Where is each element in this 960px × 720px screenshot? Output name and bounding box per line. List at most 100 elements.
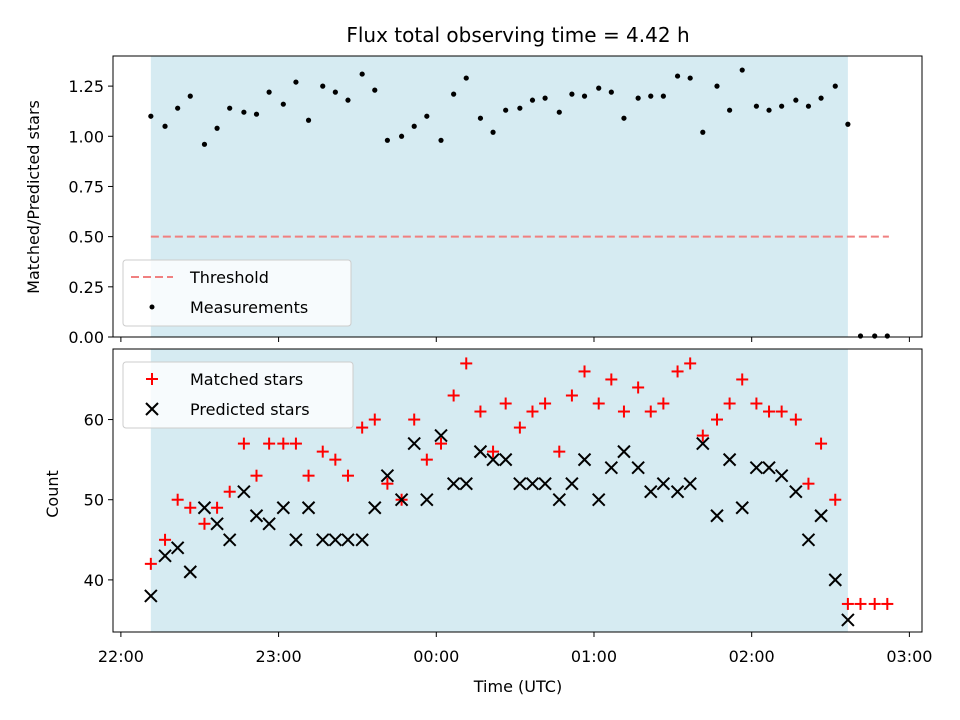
predicted-star-point [158,549,172,563]
matched-star-point [841,597,854,610]
predicted-star-point [828,573,842,587]
top-y-tick-label: 1.00 [68,127,104,146]
predicted-star-point [670,484,685,499]
measurement-point [542,95,548,101]
measurement-point [148,113,154,119]
predicted-star-point [696,436,710,451]
predicted-legend-label: Predicted stars [190,400,310,419]
measurement-point [753,103,760,109]
measurement-point [884,333,890,339]
predicted-star-point [710,509,724,523]
bottom-y-axis: 40 50 60 [84,411,113,590]
measurement-point [832,83,838,89]
matched-star-point [316,445,329,458]
bottom-y-tick-label: 50 [84,491,104,510]
predicted-star-point [144,589,158,603]
predicted-star-point [789,484,803,499]
top-legend-box [122,259,352,327]
measurement-point [700,129,706,135]
bottom-legend-box [122,361,354,429]
predicted-legend-icon [145,402,159,416]
x-tick-label: 01:00 [571,647,617,666]
matched-star-point [302,469,315,482]
top-legend: Threshold Measurements [122,259,352,327]
measurement-point [569,91,575,97]
predicted-star-point [774,468,789,483]
top-y-tick-label: 0.75 [68,177,104,196]
measurement-point [162,123,168,129]
top-x-axis-ticks [120,337,910,342]
matched-star-point [356,421,369,434]
matched-star-point [684,357,697,370]
threshold-legend-label: Threshold [189,268,269,287]
predicted-star-point [473,444,488,459]
x-tick-label: 03:00 [886,647,932,666]
measurement-point [621,115,627,121]
matched-star-point [657,397,670,410]
matched-star-point [750,397,763,410]
predicted-star-point [577,452,592,467]
measurement-point [253,111,260,117]
matched-star-point [632,381,645,394]
predicted-star-point [841,613,855,627]
measurement-point [398,133,405,139]
predicted-star-point [222,533,237,547]
measurement-point [635,95,641,101]
matched-star-point [277,437,290,450]
measurement-point [424,113,430,119]
matched-star-point [263,437,276,450]
predicted-star-point [486,452,500,467]
matched-star-point [578,365,591,378]
x-tick-label: 22:00 [98,647,144,666]
measurement-point [411,123,417,129]
measurement-point [517,105,523,111]
matched-star-point [763,405,776,418]
x-tick-label: 23:00 [256,647,302,666]
matched-star-point [644,405,657,418]
measurement-point [596,85,602,91]
matched-star-point [341,469,354,482]
top-y-axis: 0.00 0.25 0.50 0.75 1.00 1.25 [68,77,113,347]
predicted-star-point [631,460,645,475]
measurement-point [332,89,338,95]
measurement-point [674,73,681,79]
measurement-point [766,107,772,113]
measurement-point [805,103,812,109]
matched-star-point [789,413,802,426]
measurement-point [320,83,326,89]
predicted-star-point [341,533,355,547]
matched-star-point [513,421,526,434]
measurement-point [857,333,864,339]
predicted-star-point [316,533,330,547]
matched-star-point [237,437,250,450]
matched-star-point [184,501,197,514]
measurement-point [687,75,693,81]
predicted-star-point [276,501,291,515]
measurement-point [490,129,496,135]
matched-star-point [854,597,867,610]
top-y-tick-label: 0.25 [68,278,104,297]
measurement-point [556,109,562,115]
matched-star-point [408,413,421,426]
matched-star-point [381,477,394,490]
predicted-star-point [328,533,343,547]
predicted-star-point [183,565,197,579]
measurement-point [739,67,745,73]
predicted-star-point [498,452,513,467]
measurement-point [529,97,536,103]
predicted-star-point [735,501,749,515]
matched-star-point [617,405,630,418]
matched-star-point [499,397,512,410]
predicted-star-point [722,452,737,467]
measurement-point [714,83,720,89]
matched-star-point [671,365,684,378]
measurement-point [438,137,444,143]
measurement-point [293,79,299,85]
matched-star-point [435,437,448,450]
measurement-point [214,125,220,131]
measurement-point [793,97,799,103]
predicted-star-point [355,533,369,547]
top-y-tick-label: 0.50 [68,228,104,247]
bottom-y-axis-label: Count [43,470,62,518]
matched-star-point [250,469,263,482]
